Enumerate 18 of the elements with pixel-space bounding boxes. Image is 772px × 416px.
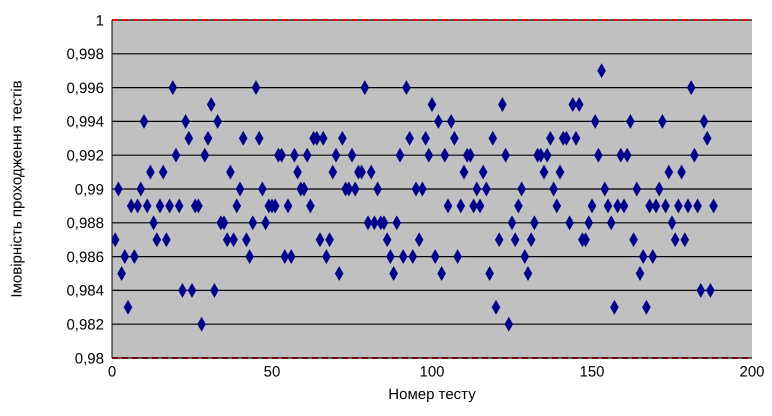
x-axis-title: Номер тесту [387, 386, 477, 403]
y-tick-label: 0,99 [74, 181, 104, 198]
y-tick-label: 0,994 [66, 114, 104, 131]
x-tick-label: 100 [419, 364, 445, 381]
y-tick-label: 0,984 [66, 282, 104, 300]
y-tick-label: 0,986 [66, 248, 104, 266]
y-tick-label: 1 [96, 12, 104, 30]
y-tick-label: 0,992 [66, 148, 104, 165]
y-axis-title: Імовірність проходження тестів [8, 80, 26, 298]
x-tick-label: 150 [579, 364, 605, 381]
y-tick-label: 0,982 [66, 316, 104, 334]
x-tick-label: 200 [739, 364, 765, 381]
x-tick-label: 0 [108, 364, 116, 381]
y-tick-label: 0,998 [66, 46, 104, 64]
y-tick-label: 0,98 [74, 350, 104, 368]
y-tick-label: 0,996 [66, 80, 104, 97]
y-tick-label: 0,988 [66, 215, 104, 232]
x-tick-label: 50 [264, 364, 280, 381]
